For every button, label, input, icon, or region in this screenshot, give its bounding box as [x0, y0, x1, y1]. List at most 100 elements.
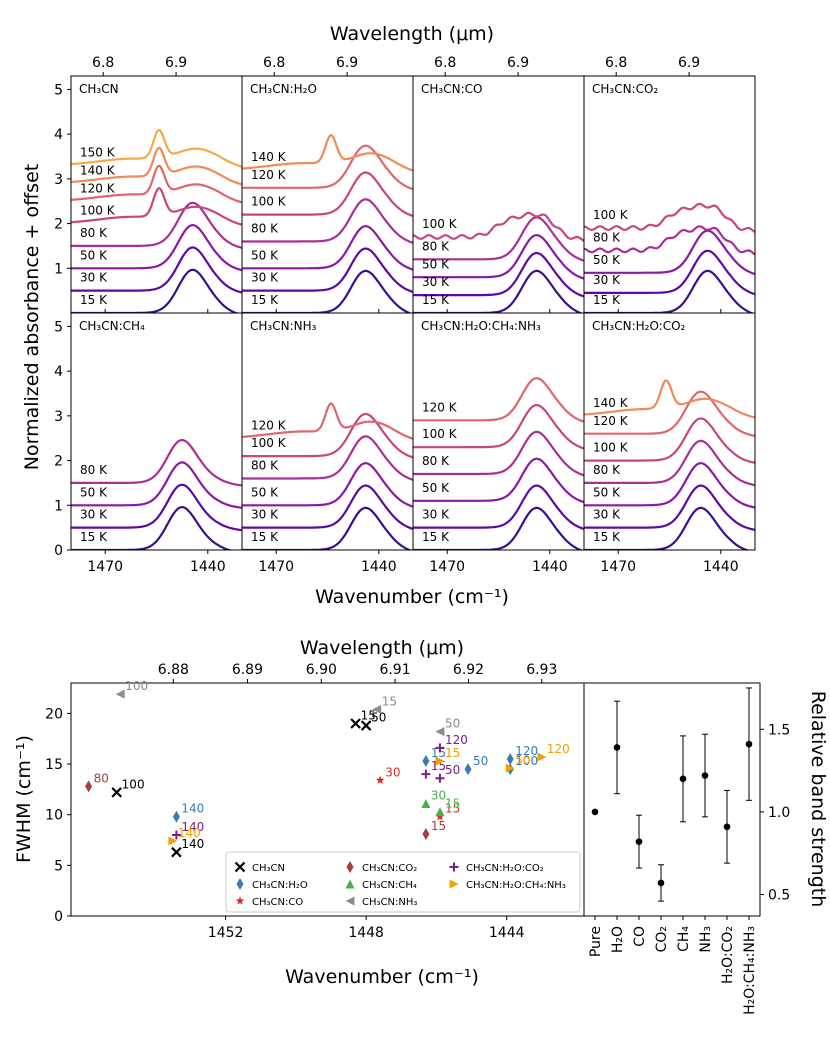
- legend-entry: CH₃CN:CH₄: [362, 880, 417, 891]
- temperature-label: 30 K: [251, 271, 279, 285]
- temperature-label: 30 K: [80, 271, 108, 285]
- temperature-label: 15 K: [251, 293, 279, 307]
- point-label: 120: [547, 742, 570, 756]
- temperature-label: 120 K: [422, 400, 458, 414]
- spectrum-curve: [71, 483, 242, 532]
- legend-entry: CH₃CN:H₂O:CH₄:NH₃: [466, 880, 566, 891]
- data-point: [435, 773, 445, 783]
- top-tick-label: 6.91: [379, 662, 410, 678]
- temperature-label: 50 K: [80, 248, 108, 262]
- top-tick-label: 6.8: [434, 55, 456, 71]
- band-strength-plot: 0.5 1.0 1.5 Pure H₂O CO CO₂ CH₄ NH₃ H₂O:CO₂ H₂O:CH…: [583, 682, 790, 1015]
- x-tick-label: 1444: [489, 925, 525, 941]
- temperature-label: 15 K: [80, 293, 108, 307]
- temperature-label: 140 K: [593, 396, 629, 410]
- spectrum-curve: [71, 268, 240, 313]
- y-tick-label: 1: [54, 261, 63, 277]
- temperature-label: 80 K: [593, 463, 621, 477]
- data-point: [345, 896, 355, 906]
- spectrum-curve: [584, 439, 755, 487]
- data-point: [435, 727, 445, 737]
- spectrum-curve: [242, 269, 413, 313]
- panel-title: CH₃CN:H₂O:CH₄:NH₃: [421, 319, 541, 333]
- category-label: H₂O:CO₂: [720, 926, 736, 984]
- legend-entry: CH₃CN:NH₃: [362, 897, 417, 908]
- x-tick-label: 1440: [361, 559, 397, 575]
- point-label: 50: [515, 753, 530, 767]
- temperature-label: 15 K: [80, 530, 108, 544]
- scatter-legend: CH₃CN CH₃CN:H₂O CH₃CN:CO CH₃CN:CO₂ CH₃CN:CH₄…: [225, 851, 581, 913]
- temperature-label: 150 K: [80, 145, 116, 159]
- spectrum-curve: [242, 435, 413, 481]
- temperature-label: 140 K: [251, 150, 287, 164]
- x-tick-label: 1452: [208, 925, 244, 941]
- temperature-label: 50 K: [80, 485, 108, 499]
- data-point: [449, 862, 459, 872]
- panel-title: CH₃CN:H₂O: [250, 82, 317, 96]
- temperature-label: 50 K: [422, 481, 450, 495]
- temperature-label: 80 K: [251, 459, 279, 473]
- temperature-label: 50 K: [593, 485, 621, 499]
- spectrum-curve: [71, 146, 242, 186]
- spectrum-curve: [413, 377, 584, 423]
- spectrum-panel: 15 K 30 K 50 K 80 K CH₃CN:CH₄ 1470 1440 0 1 2 3 4 5: [54, 312, 243, 575]
- band-strength-ylabel: Relative band strength: [807, 691, 829, 908]
- temperature-label: 80 K: [593, 230, 621, 244]
- y-tick-label: 4: [54, 364, 63, 380]
- spectrum-curve: [71, 128, 242, 168]
- x-tick-label: 1440: [703, 559, 739, 575]
- bottom-wavenumber-title: Wavenumber (cm⁻¹): [285, 966, 479, 988]
- strength-point: [657, 879, 665, 887]
- point-label: 50: [445, 717, 460, 731]
- point-label: 140: [181, 837, 204, 851]
- temperature-label: 120 K: [593, 414, 629, 428]
- temperature-label: 80 K: [251, 222, 279, 236]
- spectrum-curve: [242, 134, 413, 172]
- panel-title: CH₃CN:CH₄: [79, 319, 145, 333]
- spectrum-curve: [242, 506, 413, 550]
- temperature-label: 120 K: [80, 181, 116, 195]
- spectrum-curve: [584, 462, 755, 509]
- data-point: [234, 861, 246, 873]
- data-point: [85, 780, 93, 793]
- legend-box: [225, 851, 581, 913]
- temperature-label: 50 K: [422, 257, 450, 271]
- data-point: [506, 752, 514, 765]
- temperature-label: 15 K: [422, 293, 450, 307]
- legend-entry: CH₃CN: [252, 863, 285, 874]
- data-point: [345, 879, 355, 889]
- temperature-label: 15 K: [593, 293, 621, 307]
- x-tick-label: 1470: [87, 559, 123, 575]
- data-point: [537, 752, 547, 762]
- spectrum-panel: 15 K 30 K 50 K 80 K 100 K 120 K CH₃CN:NH₃ 1470 1…: [241, 312, 414, 575]
- point-label: 30: [385, 765, 400, 779]
- spectrum-curve: [242, 412, 413, 459]
- spectrum-curve: [71, 505, 234, 550]
- data-point: [375, 775, 385, 784]
- y-tick-label: 5: [54, 82, 63, 98]
- data-point: [171, 846, 182, 858]
- spectrum-curve: [413, 211, 584, 242]
- y-tick-label: 1.5: [768, 722, 790, 738]
- point-label: 140: [178, 826, 201, 840]
- panel-frame: [583, 312, 756, 551]
- point-label: 15: [445, 746, 460, 760]
- panel-title: CH₃CN:CO₂: [592, 82, 658, 96]
- point-label: 50: [445, 763, 460, 777]
- spectrum-curve: [413, 269, 584, 313]
- legend-entry: CH₃CN:CO: [252, 897, 303, 908]
- panel-curves: [242, 402, 413, 550]
- y-tick-label: 2: [54, 454, 63, 470]
- spectrum-curve: [242, 402, 413, 440]
- point-label: 100: [515, 754, 538, 768]
- data-point: [464, 763, 472, 776]
- temperature-label: 120 K: [251, 418, 287, 432]
- data-point: [360, 720, 372, 731]
- spectrum-curve: [242, 144, 413, 191]
- data-point: [449, 879, 459, 889]
- temperature-label: 80 K: [80, 463, 108, 477]
- temperature-label: 30 K: [593, 508, 621, 522]
